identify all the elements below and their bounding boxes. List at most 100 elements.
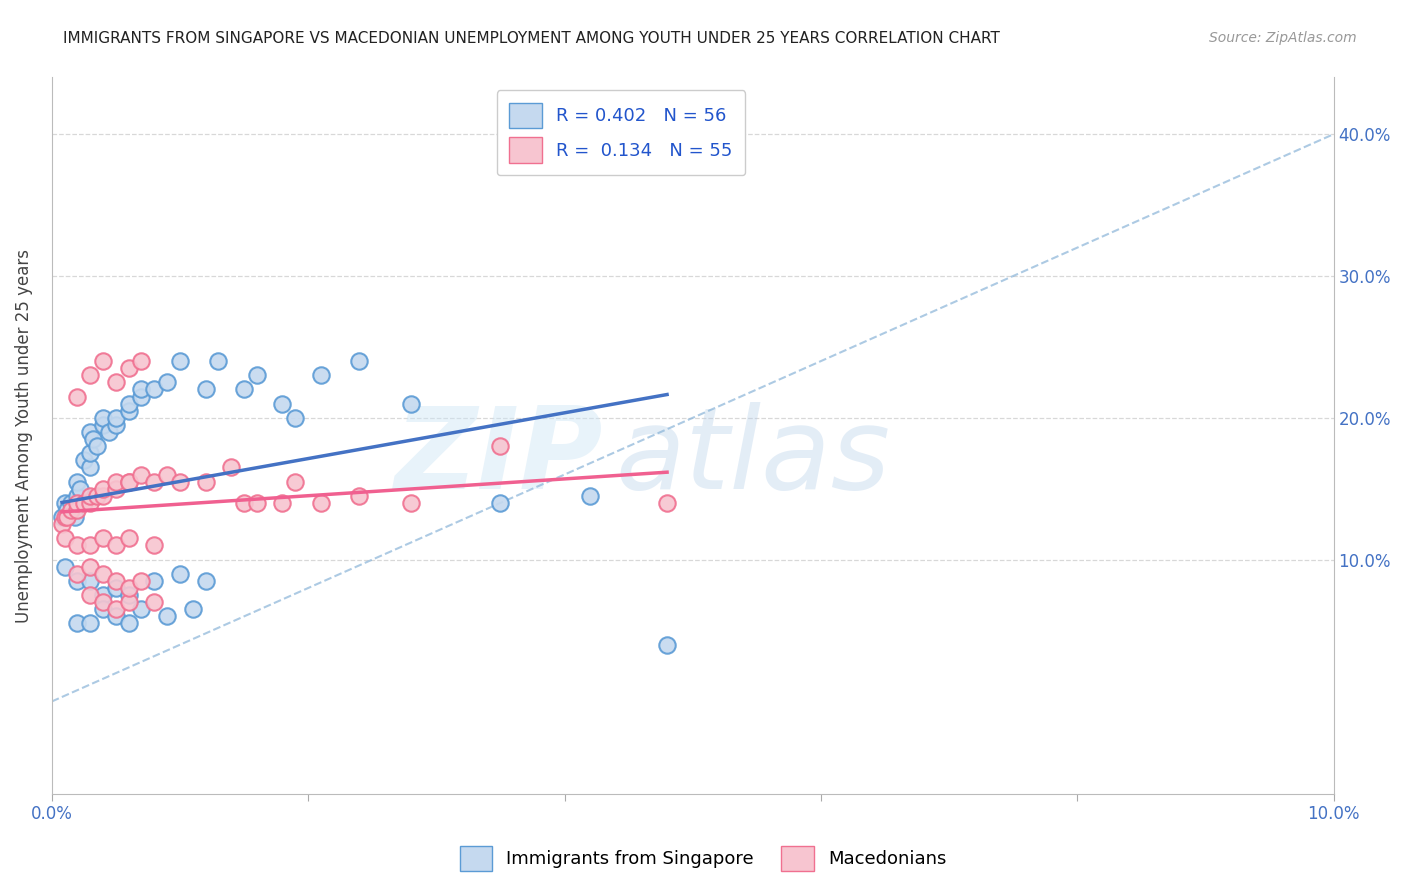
Point [63,510,86,524]
Point [53,496,76,510]
Point [399,397,422,411]
Point [66,574,89,588]
Point [233,383,256,397]
Point [79,574,101,588]
Point [527,155,550,169]
Point [156,376,179,390]
Point [271,496,294,510]
Point [118,588,141,602]
Point [284,410,307,425]
Point [91,417,114,432]
Point [69,482,91,496]
Y-axis label: Unemployment Among Youth under 25 years: Unemployment Among Youth under 25 years [15,249,32,623]
Point [66,503,89,517]
Point [79,446,101,460]
Point [131,602,153,616]
Point [79,368,101,383]
Point [91,595,114,609]
Point [131,383,153,397]
Point [91,588,114,602]
Point [271,397,294,411]
Point [91,602,114,616]
Point [489,496,512,510]
Point [579,489,602,503]
Point [156,609,179,624]
Point [246,496,269,510]
Point [73,496,96,510]
Point [118,403,141,417]
Point [118,595,141,609]
Point [59,496,82,510]
Point [66,475,89,489]
Point [104,475,127,489]
Text: Source: ZipAtlas.com: Source: ZipAtlas.com [1209,31,1357,45]
Point [104,539,127,553]
Point [233,496,256,510]
Point [104,410,127,425]
Point [51,510,73,524]
Point [91,489,114,503]
Point [194,475,217,489]
Point [79,460,101,475]
Point [79,425,101,439]
Point [53,510,76,524]
Text: ZIP: ZIP [395,401,603,513]
Point [59,503,82,517]
Point [219,460,242,475]
Point [118,581,141,595]
Point [53,532,76,546]
Point [118,616,141,631]
Point [118,361,141,376]
Legend: Immigrants from Singapore, Macedonians: Immigrants from Singapore, Macedonians [453,838,953,879]
Point [66,489,89,503]
Point [207,354,229,368]
Point [86,489,108,503]
Point [131,390,153,404]
Text: IMMIGRANTS FROM SINGAPORE VS MACEDONIAN UNEMPLOYMENT AMONG YOUTH UNDER 25 YEARS : IMMIGRANTS FROM SINGAPORE VS MACEDONIAN … [63,31,1000,46]
Point [56,503,79,517]
Point [51,517,73,532]
Point [53,559,76,574]
Point [104,574,127,588]
Point [66,539,89,553]
Point [66,566,89,581]
Point [79,588,101,602]
Point [655,496,678,510]
Point [79,616,101,631]
Point [194,574,217,588]
Point [104,417,127,432]
Point [91,354,114,368]
Point [349,489,371,503]
Point [143,383,166,397]
Point [56,510,79,524]
Point [104,602,127,616]
Point [104,609,127,624]
Point [169,475,191,489]
Text: atlas: atlas [616,401,891,513]
Point [131,354,153,368]
Point [284,475,307,489]
Point [118,397,141,411]
Point [79,559,101,574]
Legend: R = 0.402   N = 56, R =  0.134   N = 55: R = 0.402 N = 56, R = 0.134 N = 55 [496,90,745,176]
Point [489,439,512,453]
Point [246,368,269,383]
Point [655,638,678,652]
Point [181,602,204,616]
Point [143,595,166,609]
Point [66,616,89,631]
Point [131,574,153,588]
Point [118,532,141,546]
Point [156,467,179,482]
Point [309,368,332,383]
Point [98,425,121,439]
Point [118,475,141,489]
Point [169,354,191,368]
Point [91,566,114,581]
Point [66,390,89,404]
Point [79,539,101,553]
Point [104,482,127,496]
Point [169,566,191,581]
Point [131,467,153,482]
Point [91,532,114,546]
